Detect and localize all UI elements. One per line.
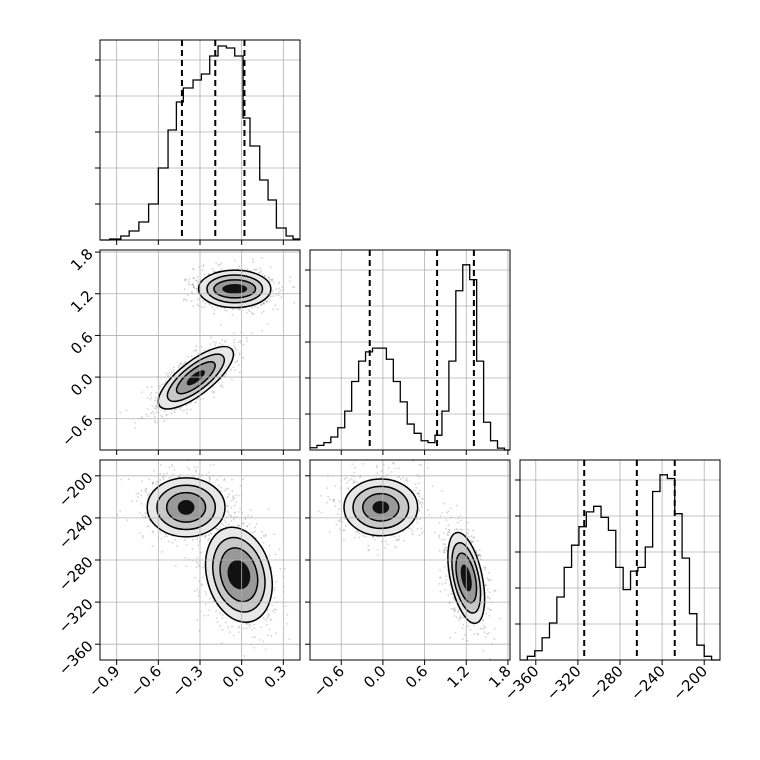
y-tick-label: −240	[55, 511, 97, 553]
y-tick-label: −320	[55, 595, 97, 637]
histogram-panel-2: −360 −320 −280 −240 −200	[501, 459, 721, 704]
density-contour	[227, 560, 251, 590]
x-tick-label: 0.0	[360, 662, 390, 692]
density-layer	[119, 257, 296, 429]
x-tick-label: 0.0	[219, 662, 249, 692]
density-contour	[222, 284, 248, 294]
y-tick-label: −200	[55, 469, 97, 511]
histogram-panel-0	[95, 39, 301, 245]
scatter-panel-2-0: −0.9 −0.6 −0.3 0.0 0.3 −360−320−280−240−200	[55, 459, 301, 701]
y-tick-label: −360	[55, 637, 97, 679]
histogram-step-line	[520, 474, 720, 661]
y-tick-label: 0.0	[67, 370, 97, 400]
y-tick-label: 1.2	[67, 287, 97, 317]
scatter-panel-2-1: −0.6 0.0 0.6 1.2 1.8	[305, 459, 515, 701]
histogram-panel-1	[305, 249, 511, 455]
x-tick-label: −0.6	[127, 662, 165, 700]
x-tick-label: 1.2	[443, 662, 473, 692]
x-tick-label: −0.3	[168, 662, 206, 700]
histogram-step-line	[310, 264, 510, 451]
x-tick-label: 0.3	[261, 662, 291, 692]
panel-frame	[309, 249, 511, 451]
y-tick-label: 1.8	[67, 245, 97, 275]
histogram-step-line	[100, 45, 300, 241]
y-tick-label: −0.6	[58, 412, 96, 450]
x-tick-label: −0.9	[85, 662, 123, 700]
density-contour	[177, 500, 195, 515]
density-contour	[372, 501, 390, 514]
x-tick-label: −240	[627, 662, 669, 704]
x-tick-label: −200	[669, 662, 711, 704]
x-tick-label: 0.6	[402, 662, 432, 692]
x-tick-label: −0.6	[310, 662, 348, 700]
scatter-panel-1-0: −0.6 0.0 0.6 1.2 1.8	[58, 245, 301, 455]
y-tick-label: −280	[55, 553, 97, 595]
x-tick-label: −280	[585, 662, 627, 704]
y-tick-label: 0.6	[67, 328, 97, 358]
x-tick-label: −320	[543, 662, 585, 704]
density-layer	[116, 460, 291, 657]
